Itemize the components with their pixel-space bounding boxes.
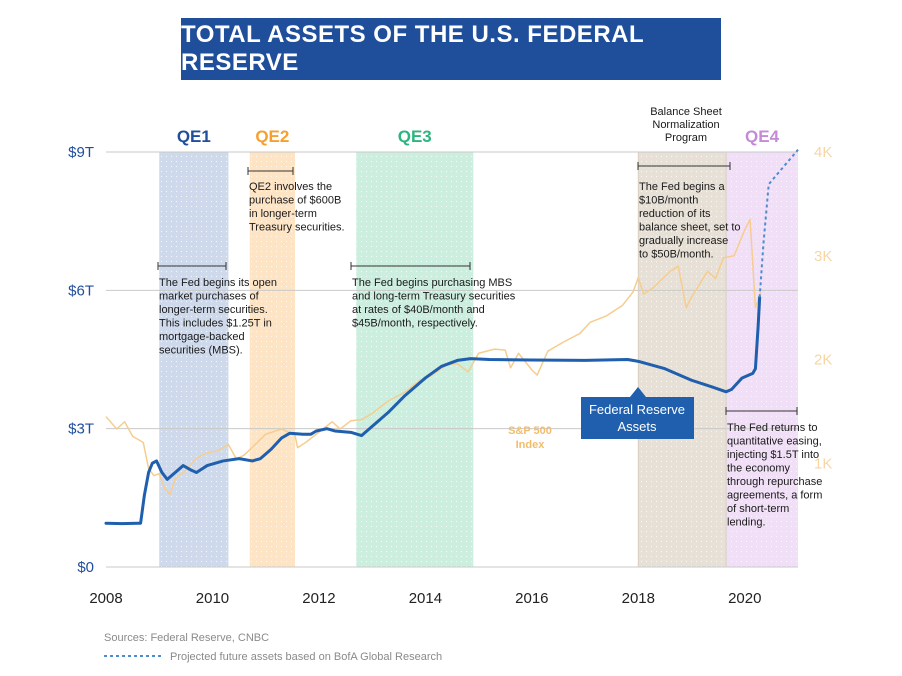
- qe2-line-3: Treasury securities.: [249, 222, 345, 234]
- y-left-tick-2: $6T: [68, 282, 94, 299]
- fed-label-line2: Assets: [617, 419, 657, 434]
- qe2-line-1: purchase of $600B: [249, 195, 341, 207]
- y-left-tick-0: $0: [77, 559, 94, 576]
- projection-legend-label: Projected future assets based on BofA Gl…: [170, 651, 442, 663]
- qe-bands: QE1 QE2 QE3 QE4: [159, 127, 798, 567]
- qe1-line-4: mortgage-backed: [159, 331, 245, 343]
- band-label-4: QE4: [745, 127, 780, 146]
- qe2-line-2: in longer-term: [249, 208, 317, 220]
- qe2-line-0: QE2 involves the: [249, 181, 332, 193]
- qe4-line-4: through repurchase: [727, 476, 822, 488]
- band-texture-0: [159, 152, 229, 567]
- qe4-line-7: lending.: [727, 517, 766, 529]
- qe4-line-2: injecting $1.5T into: [727, 449, 819, 461]
- y-left-tick-3: $9T: [68, 144, 94, 161]
- band-texture-3: [638, 152, 727, 567]
- norm-line-4: gradually increase: [639, 235, 728, 247]
- qe4-line-5: agreements, a form: [727, 490, 822, 502]
- qe4-line-0: The Fed returns to: [727, 422, 818, 434]
- x-tick-6: 2020: [728, 590, 761, 607]
- qe1-line-3: This includes $1.25T in: [159, 318, 272, 330]
- band-texture-2: [356, 152, 474, 567]
- y-left-tick-1: $3T: [68, 421, 94, 438]
- x-tick-4: 2016: [515, 590, 548, 607]
- chart-title: TOTAL ASSETS OF THE U.S. FEDERAL RESERVE: [181, 18, 721, 80]
- axis-ticks: $0 $3T $6T $9T 1K 2K 3K 4K 2008 2010 2012 2014 2016 2…: [68, 144, 832, 607]
- norm-line-3: balance sheet, set to: [639, 222, 741, 234]
- qe1-line-2: longer-term securities.: [159, 304, 268, 316]
- norm-line-1: $10B/month: [639, 195, 698, 207]
- annotations: The Fed begins its open market purchases …: [157, 106, 822, 529]
- sp-label-line2: Index: [516, 439, 546, 451]
- norm_heading-line-0: Balance Sheet: [650, 106, 722, 118]
- projection-line: [758, 149, 799, 298]
- band-label-1: QE2: [255, 127, 289, 146]
- band-label-0: QE1: [177, 127, 211, 146]
- qe3-line-1: and long-term Treasury securities: [352, 291, 516, 303]
- fed-label-line1: Federal Reserve: [589, 402, 685, 417]
- norm-line-0: The Fed begins a: [639, 181, 725, 193]
- sp-label: S&P 500 Index: [508, 425, 552, 451]
- qe3-line-2: at rates of $40B/month and: [352, 304, 485, 316]
- norm_heading-line-2: Program: [665, 132, 707, 144]
- fed-assets-line: [104, 295, 762, 526]
- y-right-tick-2: 3K: [814, 248, 832, 265]
- qe3-line-3: $45B/month, respectively.: [352, 318, 478, 330]
- y-right-tick-1: 2K: [814, 352, 832, 369]
- fed-assets-callout: Federal Reserve Assets: [581, 387, 694, 439]
- x-tick-5: 2018: [622, 590, 655, 607]
- qe1-line-5: securities (MBS).: [159, 345, 243, 357]
- x-tick-2: 2012: [302, 590, 335, 607]
- x-tick-3: 2014: [409, 590, 442, 607]
- y-right-tick-0: 1K: [814, 455, 832, 472]
- norm_heading-line-1: Normalization: [652, 119, 719, 131]
- qe4-line-3: the economy: [727, 463, 790, 475]
- series-lines: [104, 149, 799, 526]
- sources-note: Sources: Federal Reserve, CNBC: [104, 632, 269, 644]
- sp-label-line1: S&P 500: [508, 425, 552, 437]
- qe3-line-0: The Fed begins purchasing MBS: [352, 277, 512, 289]
- norm-line-5: to $50B/month.: [639, 249, 714, 261]
- y-right-tick-3: 4K: [814, 144, 832, 161]
- band-texture-4: [726, 152, 798, 567]
- qe4-line-1: quantitative easing,: [727, 436, 822, 448]
- qe1-line-0: The Fed begins its open: [159, 277, 277, 289]
- qe1-line-1: market purchases of: [159, 291, 260, 303]
- x-tick-0: 2008: [89, 590, 122, 607]
- band-label-2: QE3: [398, 127, 432, 146]
- x-tick-1: 2010: [196, 590, 229, 607]
- band-texture-1: [249, 152, 295, 567]
- qe4-line-6: of short-term: [727, 503, 789, 515]
- norm-line-2: reduction of its: [639, 208, 711, 220]
